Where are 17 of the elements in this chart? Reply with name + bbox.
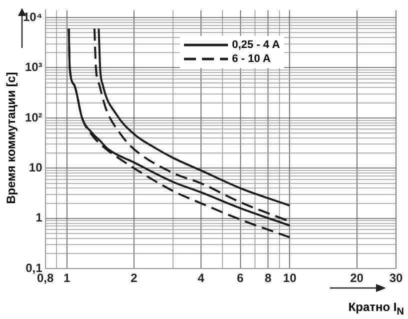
x-tick-label: 10 [283, 271, 297, 286]
y-tick-label: 1 [36, 210, 43, 225]
x-axis-title: Кратно I$_{N}$ [348, 300, 404, 317]
x-tick-label: 2 [130, 271, 138, 286]
y-axis-title: Время коммутации [с] [4, 72, 18, 204]
x-tick-label: 6 [236, 271, 244, 286]
legend-label: 6 - 10 A [232, 52, 271, 66]
x-tick-label: 4 [198, 271, 205, 286]
y-tick-label: 10⁴ [22, 10, 42, 24]
y-tick-label: 10² [24, 110, 42, 124]
x-tick-label: 8 [264, 271, 272, 286]
x-tick-label: 20 [350, 271, 364, 286]
x-tick-label: 30 [389, 271, 403, 286]
y-tick-label: 10 [28, 160, 43, 174]
y-tick-label: 10³ [24, 60, 42, 74]
legend-label: 0,25 - 4 A [232, 38, 280, 52]
x-tick-label: 1 [64, 271, 71, 286]
